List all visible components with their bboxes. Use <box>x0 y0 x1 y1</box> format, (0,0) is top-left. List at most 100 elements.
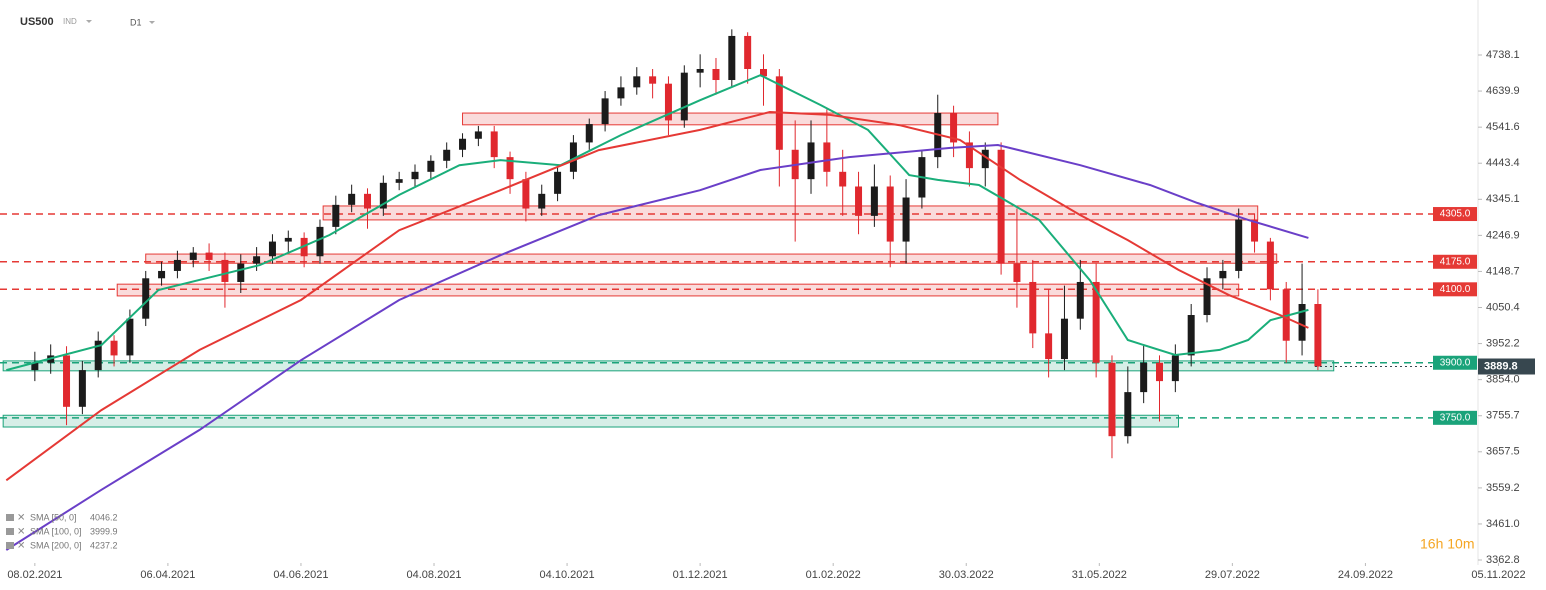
candle-body <box>870 186 878 216</box>
candle-body <box>316 226 324 257</box>
candle-body <box>332 204 340 227</box>
candle-body <box>1187 315 1195 356</box>
candle-body <box>554 171 562 194</box>
sma-line <box>5 143 1309 551</box>
candle-body <box>142 278 150 319</box>
candle-body <box>759 68 767 77</box>
legend-icon <box>6 514 14 521</box>
candle-body <box>94 340 102 371</box>
candle-body <box>744 35 752 69</box>
candle-body <box>126 318 134 356</box>
candle-body <box>268 241 276 257</box>
market: IND <box>63 17 77 26</box>
level-label: 3900.0 <box>1440 357 1471 368</box>
candle-body <box>173 259 181 271</box>
candle-body <box>569 142 577 172</box>
candle-body <box>63 355 71 407</box>
zone <box>2 360 1335 372</box>
candle-body <box>965 142 973 169</box>
candle-body <box>1156 362 1163 382</box>
x-tick-label: 08.02.2021 <box>7 569 62 581</box>
candle-body <box>78 370 86 407</box>
plot-area <box>0 29 1478 551</box>
level-label-box <box>1433 410 1477 425</box>
candle-body <box>411 171 419 180</box>
candle-body <box>1235 219 1243 271</box>
candle-body <box>633 76 641 88</box>
level-label-box <box>1433 355 1477 370</box>
y-tick-label: 3952.2 <box>1486 337 1520 349</box>
legend-icon <box>6 542 14 549</box>
level-label: 4175.0 <box>1440 256 1471 267</box>
x-tick-label: 31.05.2022 <box>1072 569 1127 581</box>
candle-body <box>839 171 847 187</box>
candle-body <box>997 149 1005 264</box>
candle-body <box>443 149 451 161</box>
candle-body <box>459 138 467 150</box>
level-label: 3750.0 <box>1440 412 1471 423</box>
candle-body <box>649 76 657 84</box>
candle-body <box>696 68 704 73</box>
candle-body <box>1171 355 1179 382</box>
candle-body <box>712 68 720 81</box>
candle-body <box>585 124 593 143</box>
y-tick-label: 4639.9 <box>1486 85 1520 97</box>
x-tick-label: 29.07.2022 <box>1205 569 1260 581</box>
candle-body <box>664 83 672 121</box>
level-label-box <box>1433 207 1477 222</box>
legend-name: SMA [200, 0] <box>30 540 82 550</box>
y-tick-label: 3657.5 <box>1486 446 1520 458</box>
sma-line <box>6 74 1309 372</box>
candle-body <box>490 131 498 158</box>
candle-body <box>284 237 292 242</box>
candle-body <box>506 157 514 180</box>
level-label: 4100.0 <box>1440 284 1471 295</box>
level-label: 4305.0 <box>1440 209 1471 220</box>
candle-body <box>379 182 387 209</box>
candle-body <box>728 35 736 81</box>
timeframe[interactable]: D1 <box>130 17 142 27</box>
symbol[interactable]: US500 <box>20 16 54 28</box>
y-tick-label: 4050.4 <box>1486 301 1520 313</box>
legend-close: ✕ <box>17 513 25 524</box>
candle-body <box>1266 241 1274 290</box>
legend-value: 4237.2 <box>90 540 118 550</box>
candle-body <box>950 113 958 143</box>
x-tick-label: 30.03.2022 <box>939 569 994 581</box>
legend-value: 3999.9 <box>90 526 118 536</box>
candle-body <box>221 259 229 282</box>
candle-body <box>300 237 308 257</box>
x-tick-label: 01.02.2022 <box>806 569 861 581</box>
candle-body <box>253 256 261 264</box>
legend-close: ✕ <box>17 527 25 538</box>
legend-value: 4046.2 <box>90 512 118 522</box>
countdown: 16h 10m <box>1420 536 1474 552</box>
candle-body <box>110 340 118 356</box>
candle-body <box>601 98 609 125</box>
candle-body <box>1203 278 1211 316</box>
candle-body <box>237 263 245 282</box>
y-tick-label: 4738.1 <box>1486 49 1520 61</box>
candle-body <box>522 179 530 209</box>
candle-body <box>1092 281 1100 363</box>
x-tick-label: 04.06.2021 <box>273 569 328 581</box>
candle-body <box>981 149 989 169</box>
last-price-label: 3889.8 <box>1484 360 1518 372</box>
candle-body <box>363 193 371 209</box>
caret[interactable] <box>86 20 92 23</box>
candle-body <box>886 186 894 242</box>
y-tick-label: 4443.4 <box>1486 157 1520 169</box>
zone <box>145 253 1278 264</box>
candle-body <box>395 179 403 183</box>
candle-body <box>474 131 482 139</box>
x-tick-label: 06.04.2021 <box>140 569 195 581</box>
candle-body <box>855 186 863 216</box>
x-tick-label: 24.09.2022 <box>1338 569 1393 581</box>
candle-body <box>348 193 356 205</box>
x-tick-label: 04.08.2021 <box>406 569 461 581</box>
candle-body <box>1045 333 1053 360</box>
candle-body <box>1251 219 1259 242</box>
caret[interactable] <box>149 21 155 24</box>
legend-name: SMA [100, 0] <box>30 526 82 536</box>
